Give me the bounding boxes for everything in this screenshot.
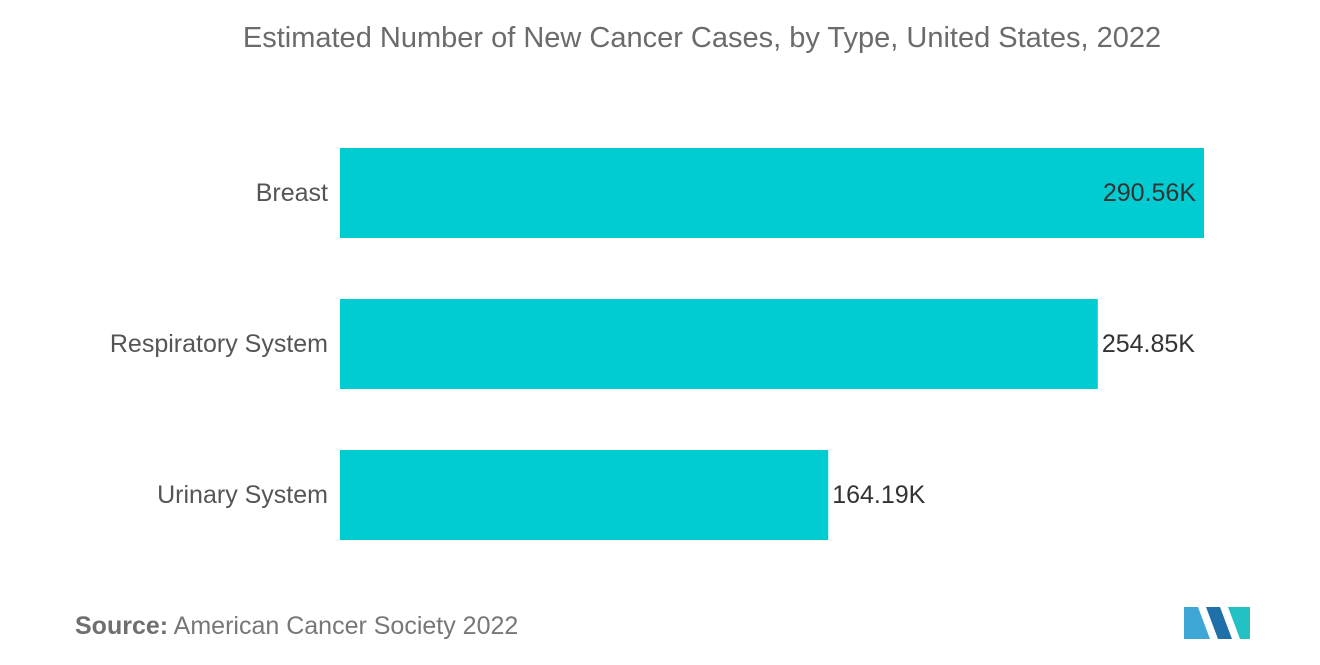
source-text: American Cancer Society 2022 [173, 612, 519, 640]
category-label: Respiratory System [110, 330, 328, 358]
bar-urinary-system [340, 450, 829, 540]
logo-shape-right [1228, 607, 1250, 639]
source-label: Source: [75, 612, 169, 640]
logo-shape-left [1184, 607, 1210, 639]
category-label: Urinary System [157, 481, 328, 509]
bar-respiratory-system [340, 299, 1098, 389]
value-label: 164.19K [832, 481, 925, 509]
bar-breast [340, 148, 1204, 238]
value-labels-layer: 290.56K 254.85K 164.19K [832, 179, 1196, 509]
logo-shape-middle [1206, 607, 1232, 639]
company-logo-icon [1184, 607, 1250, 639]
bars-layer [340, 148, 1204, 540]
category-label: Breast [256, 179, 328, 207]
value-label: 290.56K [1103, 179, 1196, 207]
chart-title: Estimated Number of New Cancer Cases, by… [242, 22, 1162, 54]
source-note: Source: American Cancer Society 2022 [75, 612, 518, 641]
category-labels-layer: Breast Respiratory System Urinary System [110, 179, 328, 509]
value-label: 254.85K [1102, 330, 1195, 358]
